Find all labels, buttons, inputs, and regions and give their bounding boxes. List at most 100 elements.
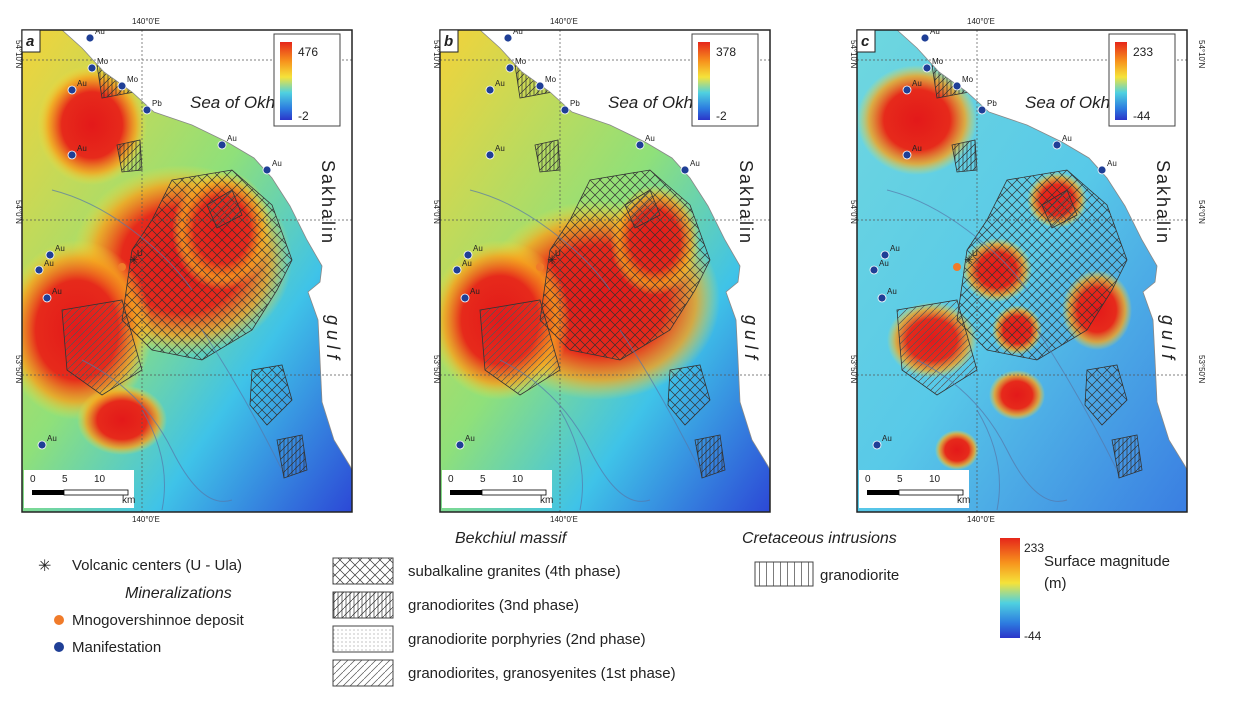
figure: AuMoMoPbAuAuAuAuAuAuAuAu✳USea of Okhotsk… bbox=[0, 0, 1256, 697]
manifestation-site bbox=[46, 251, 54, 259]
scale-box bbox=[442, 470, 552, 508]
intrusion bbox=[117, 140, 142, 172]
scale-box bbox=[859, 470, 969, 508]
manifestation-site bbox=[263, 166, 271, 174]
site-label: Mo bbox=[962, 75, 974, 84]
deposit-site bbox=[953, 263, 961, 271]
manifestation-site bbox=[486, 151, 494, 159]
scale-unit: km bbox=[957, 495, 970, 506]
scale-bar bbox=[64, 490, 128, 495]
scale-box bbox=[24, 470, 134, 508]
site-label: Pb bbox=[570, 99, 580, 108]
deposit-site bbox=[536, 263, 544, 271]
site-label: Au bbox=[690, 159, 700, 168]
gulf-label: g u l f bbox=[323, 315, 343, 361]
site-label: Au bbox=[462, 259, 472, 268]
site-label: Au bbox=[930, 27, 940, 36]
legend-heading: Mineralizations bbox=[125, 585, 232, 602]
lon-label: 140°0'E bbox=[132, 515, 160, 524]
lon-label: 140°0'E bbox=[967, 515, 995, 524]
legend-symbol bbox=[54, 615, 64, 625]
legend-symbol bbox=[54, 642, 64, 652]
legend-text: (m) bbox=[1044, 575, 1067, 592]
colorbar bbox=[698, 42, 710, 120]
manifestation-site bbox=[536, 82, 544, 90]
legend-heading: Bekchiul massif bbox=[455, 530, 568, 547]
manifestation-site bbox=[43, 294, 51, 302]
site-label: Au bbox=[1062, 134, 1072, 143]
manifestation-site bbox=[118, 82, 126, 90]
manifestation-site bbox=[464, 251, 472, 259]
site-label: Mo bbox=[932, 57, 944, 66]
scale-tick: 5 bbox=[897, 474, 903, 485]
site-label: Au bbox=[879, 259, 889, 268]
site-label: Pb bbox=[987, 99, 997, 108]
manifestation-site bbox=[68, 151, 76, 159]
manifestation-site bbox=[870, 266, 878, 274]
legend-text: Manifestation bbox=[72, 639, 161, 656]
legend-swatch bbox=[755, 562, 813, 586]
scale-tick: 0 bbox=[30, 474, 36, 485]
site-label: Au bbox=[47, 434, 57, 443]
manifestation-site bbox=[218, 141, 226, 149]
site-label: Au bbox=[887, 287, 897, 296]
site-label: Au bbox=[77, 144, 87, 153]
map-panel: AuMoMoPbAuAuAuAuAuAuAuAu✳USea of Okhotsk… bbox=[849, 17, 1206, 524]
colorbar bbox=[1115, 42, 1127, 120]
scale-tick: 5 bbox=[480, 474, 486, 485]
site-label: Au bbox=[55, 244, 65, 253]
scale-unit: km bbox=[540, 495, 553, 506]
site-label: Au bbox=[912, 144, 922, 153]
manifestation-site bbox=[35, 266, 43, 274]
colorbar-max: 476 bbox=[298, 45, 318, 59]
anomaly bbox=[989, 370, 1045, 420]
scale-bar bbox=[867, 490, 899, 495]
manifestation-site bbox=[86, 34, 94, 42]
legend-text: subalkaline granites (4th phase) bbox=[408, 563, 621, 580]
legend-colorbar bbox=[1000, 538, 1020, 638]
manifestation-site bbox=[88, 64, 96, 72]
manifestation-site bbox=[453, 266, 461, 274]
legend-swatch bbox=[333, 558, 393, 584]
manifestation-site bbox=[953, 82, 961, 90]
lat-label: 53°50'N bbox=[432, 355, 441, 384]
scale-unit: km bbox=[122, 495, 135, 506]
site-label: Au bbox=[1107, 159, 1117, 168]
manifestation-site bbox=[903, 86, 911, 94]
site-label: Mo bbox=[127, 75, 139, 84]
site-label: U bbox=[137, 249, 143, 258]
legend-text: granodiorite porphyries (2nd phase) bbox=[408, 631, 646, 648]
legend-symbol: ✳ bbox=[38, 558, 51, 575]
site-label: Au bbox=[473, 244, 483, 253]
lon-label: 140°0'E bbox=[550, 17, 578, 26]
scale-tick: 5 bbox=[62, 474, 68, 485]
legend-text: granodiorites, granosyenites (1st phase) bbox=[408, 665, 676, 682]
lat-label: 54°10'N bbox=[14, 40, 23, 69]
lat-label: 54°0'N bbox=[432, 200, 441, 224]
site-label: Au bbox=[44, 259, 54, 268]
island-label: Sakhalin bbox=[736, 160, 756, 245]
panel-label: c bbox=[861, 33, 870, 50]
colorbar-max: 233 bbox=[1133, 45, 1153, 59]
colorbar-min: -44 bbox=[1133, 109, 1151, 123]
manifestation-site bbox=[1098, 166, 1106, 174]
manifestation-site bbox=[878, 294, 886, 302]
manifestation-site bbox=[921, 34, 929, 42]
manifestation-site bbox=[681, 166, 689, 174]
island-label: Sakhalin bbox=[318, 160, 338, 245]
scale-bar bbox=[450, 490, 482, 495]
site-label: Au bbox=[645, 134, 655, 143]
manifestation-site bbox=[873, 441, 881, 449]
site-label: Au bbox=[513, 27, 523, 36]
scale-bar bbox=[32, 490, 64, 495]
legend-text: Mnogovershinnoe deposit bbox=[72, 612, 245, 629]
colorbar-max: 378 bbox=[716, 45, 736, 59]
site-label: Au bbox=[912, 79, 922, 88]
site-label: Au bbox=[495, 144, 505, 153]
manifestation-site bbox=[38, 441, 46, 449]
anomaly bbox=[935, 430, 979, 470]
manifestation-site bbox=[504, 34, 512, 42]
lat-label: 54°10'N bbox=[432, 40, 441, 69]
deposit-site bbox=[118, 263, 126, 271]
